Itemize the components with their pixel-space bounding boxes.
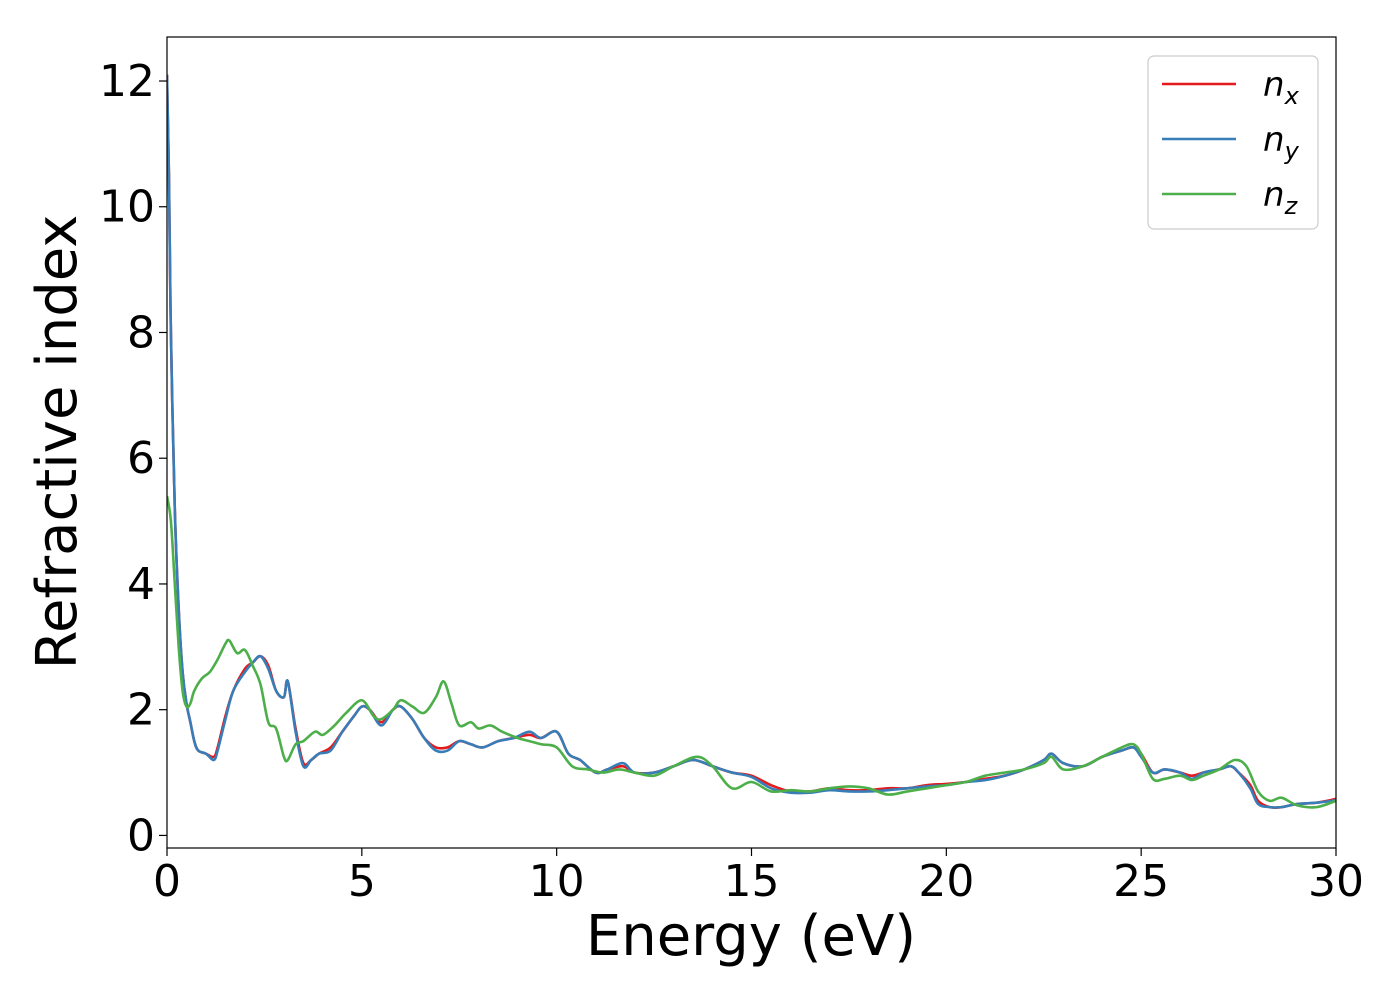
x-tick-label: 5: [348, 856, 376, 907]
legend-label-ny: ny: [1263, 120, 1300, 165]
legend: nx ny nz: [1147, 55, 1319, 230]
legend-box: [1147, 55, 1319, 230]
x-tick-label: 0: [153, 856, 181, 907]
y-tick-label: 2: [127, 685, 155, 736]
y-tick-label: 8: [127, 307, 155, 358]
series-layer: [167, 74, 1336, 810]
legend-label-nx: nx: [1263, 65, 1300, 110]
x-tick-label: 20: [918, 856, 974, 907]
x-tick-label: 30: [1308, 856, 1364, 907]
y-tick-label: 12: [99, 56, 155, 107]
x-tick-label: 25: [1113, 856, 1169, 907]
y-axis-label: Refractive index: [25, 215, 90, 670]
series-line-nz: [167, 495, 1336, 809]
x-axis-label: Energy (eV): [586, 904, 916, 969]
series-line-ny: [167, 74, 1336, 809]
x-tick-label: 10: [529, 856, 585, 907]
y-axis: 0 2 4 6 8 10 12: [99, 56, 167, 861]
y-tick-label: 10: [99, 182, 155, 233]
x-axis: 0 5 10 15 20 25 30: [153, 848, 1364, 907]
x-tick-label: 15: [724, 856, 780, 907]
y-tick-label: 4: [127, 559, 155, 610]
y-tick-label: 6: [127, 433, 155, 484]
y-tick-label: 0: [127, 810, 155, 861]
legend-label-nz: nz: [1263, 175, 1299, 220]
